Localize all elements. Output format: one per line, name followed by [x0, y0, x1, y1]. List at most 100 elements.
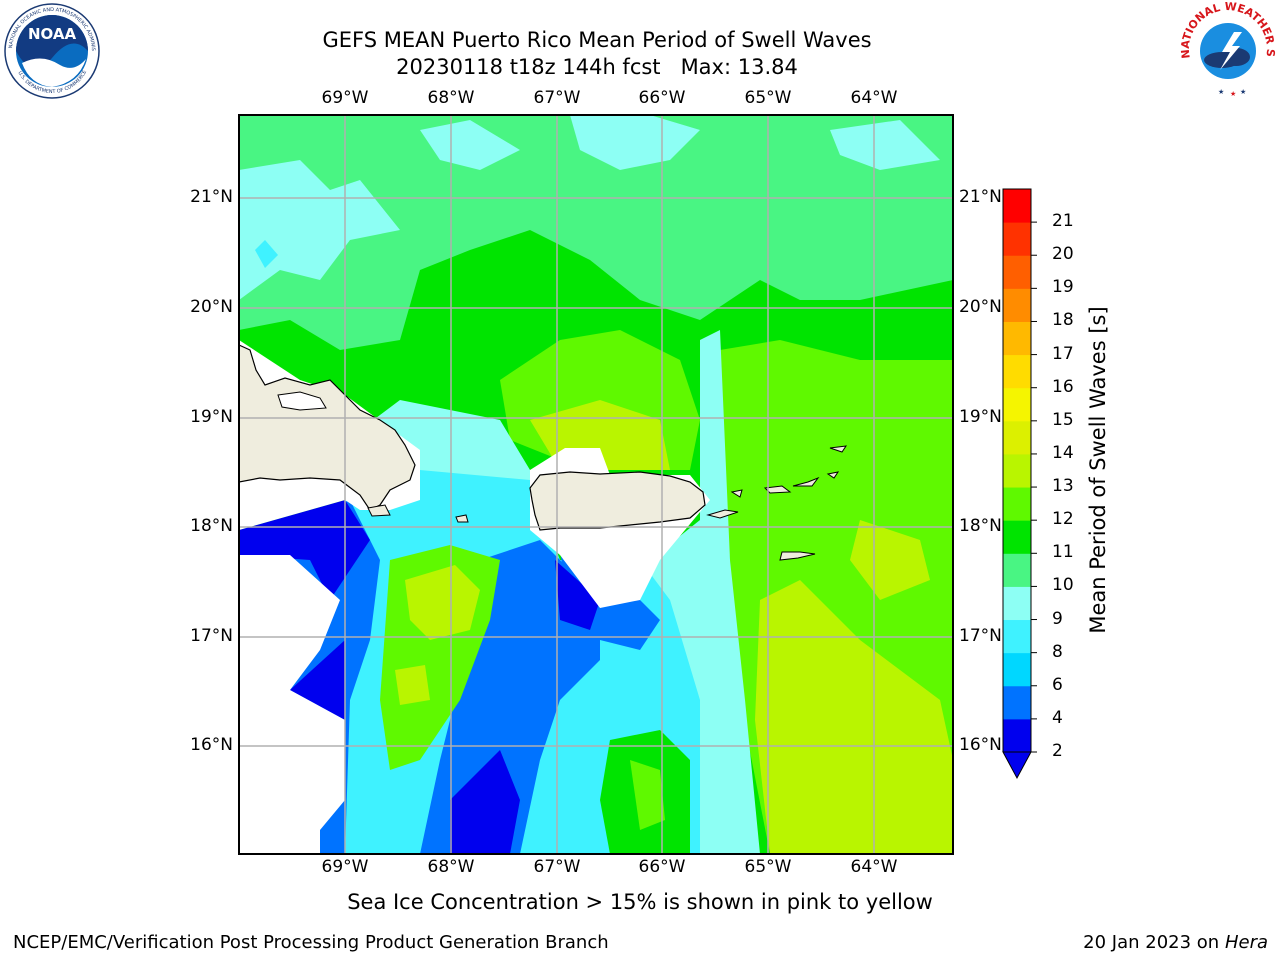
- colorbar-tick-label: 16: [1052, 376, 1074, 397]
- colorbar-band: [1003, 586, 1031, 621]
- colorbar-band: [1003, 520, 1031, 554]
- lat-label-right: 19°N: [959, 407, 1002, 427]
- lon-label-bottom: 65°W: [744, 857, 792, 877]
- lon-label-top: 66°W: [638, 88, 686, 108]
- colorbar-band: [1003, 453, 1031, 488]
- colorbar-tick-label: 18: [1052, 310, 1074, 331]
- contour-blue-s: [420, 540, 600, 854]
- colorbar-band: [1003, 387, 1031, 422]
- colorbar-tick-label: 19: [1052, 277, 1074, 298]
- lat-label-left: 16°N: [190, 735, 233, 755]
- lon-label-top: 64°W: [850, 88, 898, 108]
- colorbar-tick-label: 21: [1052, 211, 1074, 232]
- lat-label-right: 17°N: [959, 626, 1002, 646]
- contour-cyan-ne: [830, 120, 940, 170]
- chart-title: GEFS MEAN Puerto Rico Mean Period of Swe…: [322, 28, 872, 52]
- lon-label-bottom: 64°W: [850, 857, 898, 877]
- gridlines: [239, 115, 953, 854]
- lon-label-bottom: 68°W: [427, 857, 475, 877]
- colorbar-band: [1003, 718, 1031, 753]
- footer-credit: NCEP/EMC/Verification Post Processing Pr…: [13, 932, 609, 953]
- contour-yellow-tongue2: [395, 665, 430, 705]
- land-anegada: [829, 445, 848, 453]
- land-culebra: [730, 489, 743, 498]
- lat-label-left: 18°N: [190, 516, 233, 536]
- lon-label-top: 65°W: [744, 88, 792, 108]
- contour-cyan-n2: [570, 115, 700, 170]
- lat-label-left: 21°N: [190, 187, 233, 207]
- colorbar-band: [1003, 354, 1031, 389]
- lat-label-left: 17°N: [190, 626, 233, 646]
- colorbar-extend-arrow: [1002, 751, 1032, 780]
- colorbar-tick-label: 10: [1052, 575, 1074, 596]
- nodata-sw: [239, 555, 345, 854]
- chart-subtitle: 20230118 t18z 144h fcst Max: 13.84: [396, 55, 798, 79]
- nws-logo-icon: NATIONAL WEATHER SERVICE ★ ★ ★: [1178, 2, 1277, 98]
- lon-label-bottom: 69°W: [321, 857, 369, 877]
- land-tortola: [792, 476, 820, 487]
- svg-text:★: ★: [1240, 88, 1246, 96]
- lat-label-right: 18°N: [959, 516, 1002, 536]
- colorbar-band: [1003, 652, 1031, 687]
- footer-host: Hera: [1224, 932, 1268, 953]
- contour-darkblue-w2: [290, 640, 345, 720]
- land-saona: [367, 504, 391, 517]
- lon-label-bottom: 66°W: [638, 857, 686, 877]
- colorbar-band: [1003, 487, 1031, 521]
- svg-text:NOAA: NOAA: [28, 25, 77, 43]
- colorbar-band: [1003, 255, 1031, 289]
- contour-cyan-nw: [239, 160, 400, 300]
- colorbar-tick-label: 13: [1052, 476, 1074, 497]
- footer-date-text: 20 Jan 2023 on: [1083, 932, 1225, 953]
- colorbar-tick-label: 6: [1052, 674, 1063, 695]
- colorbar-band: [1003, 189, 1031, 223]
- lon-label-bottom: 67°W: [533, 857, 581, 877]
- lat-label-right: 21°N: [959, 187, 1002, 207]
- map-frame: [238, 114, 954, 855]
- colorbar-tick-label: 20: [1052, 244, 1074, 265]
- land-vieques: [706, 509, 739, 519]
- colorbar-frame: [1002, 188, 1032, 752]
- lat-label-right: 20°N: [959, 297, 1002, 317]
- contour-cyan-n1: [420, 120, 520, 170]
- lat-label-left: 20°N: [190, 297, 233, 317]
- lat-label-right: 16°N: [959, 735, 1002, 755]
- contour-lightgreen-s: [630, 760, 665, 830]
- lon-label-top: 67°W: [533, 88, 581, 108]
- contour-darkblue-s: [450, 750, 520, 854]
- svg-text:★: ★: [1230, 90, 1236, 98]
- colorbar-tick-label: 4: [1052, 707, 1063, 728]
- lat-label-left: 19°N: [190, 407, 233, 427]
- colorbar-label: Mean Period of Swell Waves [s]: [1086, 306, 1110, 634]
- land-mona: [455, 514, 469, 523]
- colorbar-tick-label: 2: [1052, 741, 1063, 761]
- colorbar-band: [1003, 685, 1031, 720]
- colorbar-tick-label: 9: [1052, 608, 1063, 629]
- colorbar-band: [1003, 619, 1031, 654]
- sea-ice-note: Sea Ice Concentration > 15% is shown in …: [347, 890, 933, 914]
- land-hispaniola: [239, 344, 416, 511]
- noaa-logo-icon: NOAA NATIONAL OCEANIC AND ATMOSPHERIC AD…: [2, 3, 100, 99]
- colorbar-tick-label: 14: [1052, 442, 1074, 463]
- colorbar-ticks: 2 4 6 8 9 10 11 12 13 14 15 16 17 18 19 20 21: [1052, 180, 1102, 780]
- colorbar-tick-label: 15: [1052, 409, 1074, 430]
- contour-yellow-tongue: [405, 565, 480, 640]
- lon-label-top: 68°W: [427, 88, 475, 108]
- contour-darkblue-w: [239, 500, 370, 600]
- land-st-croix: [779, 551, 816, 561]
- contour-yellow-e: [850, 520, 930, 600]
- colorbar-tick-label: 8: [1052, 641, 1063, 662]
- colorbar-tick-label: 17: [1052, 343, 1074, 364]
- contour-yellow-se: [755, 580, 953, 854]
- colorbar-tick-label: 12: [1052, 509, 1074, 530]
- contour-cyan-spot: [255, 240, 278, 268]
- svg-text:★: ★: [1218, 88, 1224, 96]
- colorbar: [1002, 188, 1037, 780]
- colorbar-band: [1003, 553, 1031, 587]
- lon-label-top: 69°W: [321, 88, 369, 108]
- colorbar-tick-label: 11: [1052, 542, 1074, 563]
- colorbar-band: [1003, 321, 1031, 356]
- colorbar-band: [1003, 288, 1031, 322]
- footer-date: 20 Jan 2023 on Hera: [1083, 932, 1268, 953]
